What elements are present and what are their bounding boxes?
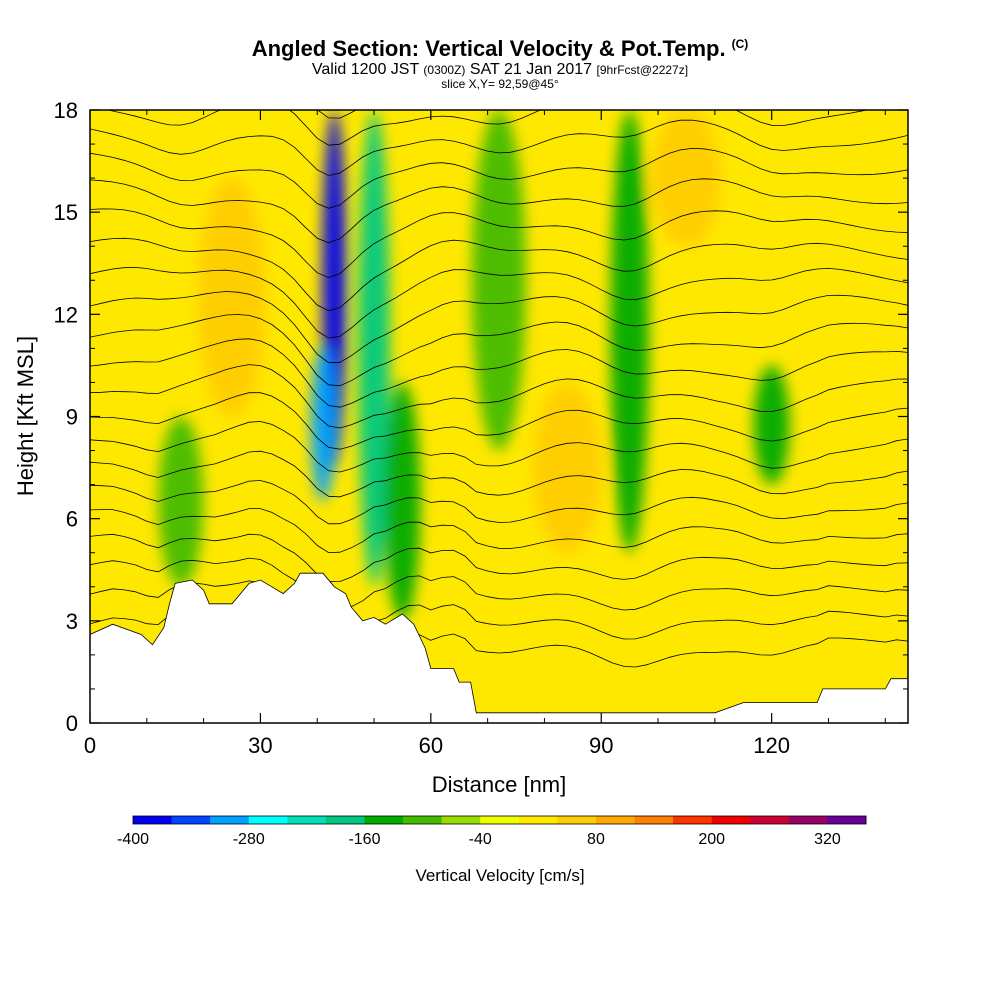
- theta-contour: [90, 314, 908, 387]
- velocity-feature-downdraft: [158, 416, 204, 587]
- theta-contour: [90, 178, 908, 244]
- colorbar-swatch: [403, 816, 443, 824]
- colorbar-swatch: [133, 816, 173, 824]
- y-tick-label: 0: [66, 711, 78, 736]
- colorbar-swatch: [325, 816, 365, 824]
- theta-contour: [106, 110, 869, 146]
- theta-contour: [90, 557, 908, 611]
- potential-temperature-contours: [90, 32, 908, 668]
- theta-contour: [90, 364, 908, 429]
- theta-contour: [90, 392, 908, 450]
- valid-time: Valid 1200 JST: [311, 61, 419, 78]
- theta-contour: [90, 533, 908, 583]
- velocity-features: [158, 110, 790, 621]
- velocity-feature-downdraft: [384, 382, 421, 621]
- y-axis-label: Height [Kft MSL]: [13, 336, 38, 496]
- colorbar-label: Vertical Velocity [cm/s]: [415, 866, 584, 885]
- colorbar-swatch: [634, 816, 674, 824]
- colorbar-swatch: [711, 816, 751, 824]
- y-tick-label: 18: [54, 98, 78, 123]
- theta-contour: [90, 32, 908, 94]
- colorbar-swatch: [248, 816, 288, 824]
- y-tick-label: 9: [66, 405, 78, 430]
- terrain: [90, 572, 908, 723]
- velocity-feature-downdraft: [310, 348, 335, 502]
- velocity-feature-downdraft: [358, 110, 390, 587]
- colorbar-tick-label: -400: [117, 831, 149, 848]
- colorbar-frame: [132, 815, 867, 825]
- slice-info: slice X,Y= 92,59@45°: [441, 77, 559, 91]
- colorbar-tick-label: -160: [348, 831, 380, 848]
- forecast-info: [9hrFcst@2227z]: [596, 63, 689, 77]
- colorbar-tick-label: -40: [469, 831, 492, 848]
- colorbar-swatch: [480, 816, 520, 824]
- colorbar-swatch: [827, 816, 867, 824]
- theta-contour: [90, 508, 908, 554]
- x-tick-label: 30: [248, 733, 272, 758]
- y-tick-label: 15: [54, 200, 78, 225]
- colorbar-swatch: [788, 816, 828, 824]
- colorbar-tick-label: 200: [698, 831, 725, 848]
- x-axis-label: Distance [nm]: [432, 772, 567, 797]
- theta-contour: [90, 480, 908, 525]
- valid-date: SAT 21 Jan 2017: [469, 61, 593, 78]
- theta-contour: [90, 421, 908, 473]
- y-tick-label: 6: [66, 507, 78, 532]
- colorbar-swatch: [750, 816, 790, 824]
- y-tick-label: 3: [66, 609, 78, 634]
- chart-title: Angled Section: Vertical Velocity & Pot.…: [251, 36, 749, 61]
- plot-area: [90, 32, 908, 723]
- copyright-mark: (C): [731, 36, 749, 51]
- velocity-feature-downdraft: [753, 365, 790, 485]
- velocity-feature-updraft: [533, 382, 602, 553]
- colorbar: -400 -280 -160 -40 80 200 320: [117, 815, 867, 848]
- theta-contour: [90, 147, 908, 209]
- theta-contour: [90, 450, 908, 498]
- theta-contour: [90, 580, 908, 640]
- theta-contour: [90, 338, 908, 408]
- theta-contour: [90, 208, 908, 279]
- velocity-feature-updraft: [198, 178, 267, 417]
- valid-zulu: (0300Z): [423, 63, 466, 77]
- theta-contour: [90, 119, 908, 176]
- x-tick-label: 90: [589, 733, 613, 758]
- chart-subtitle: Valid 1200 JST (0300Z) SAT 21 Jan 2017 […: [0, 61, 1000, 79]
- theta-contour: [90, 266, 908, 339]
- axes: 0 30 60 90 120 0 3 6 9 12 15 18: [54, 98, 908, 758]
- colorbar-swatch: [171, 816, 211, 824]
- velocity-feature-updraft: [652, 110, 721, 247]
- colorbar-swatch: [595, 816, 636, 824]
- y-tick-label: 12: [54, 302, 78, 327]
- colorbar-swatch: [673, 816, 713, 824]
- theta-contour: [90, 291, 908, 364]
- colorbar-tick-label: 320: [814, 831, 841, 848]
- velocity-feature-downdraft: [610, 110, 649, 553]
- x-tick-label: 120: [753, 733, 790, 758]
- x-tick-label: 60: [419, 733, 443, 758]
- colorbar-tick-label: -280: [233, 831, 265, 848]
- colorbar-swatch: [364, 816, 404, 824]
- colorbar-swatch: [518, 816, 558, 824]
- colorbar-swatch: [287, 816, 327, 824]
- colorbar-tick-label: 80: [587, 831, 605, 848]
- x-tick-label: 0: [84, 733, 96, 758]
- colorbar-swatch: [557, 816, 597, 824]
- colorbar-swatch: [441, 816, 481, 824]
- velocity-feature-downdraft: [472, 110, 526, 451]
- theta-contour: [90, 237, 908, 312]
- colorbar-swatch: [210, 816, 250, 824]
